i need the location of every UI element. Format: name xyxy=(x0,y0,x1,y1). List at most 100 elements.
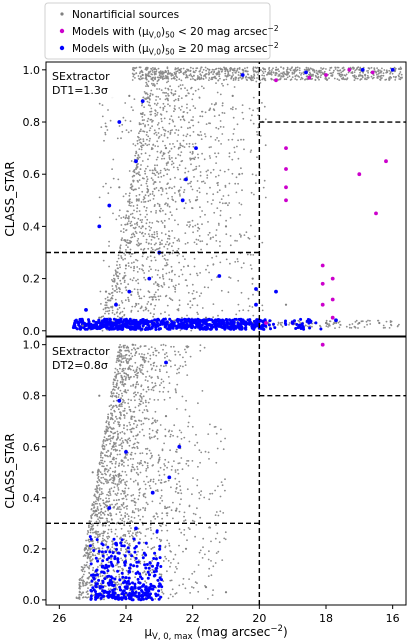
bg-point xyxy=(157,470,160,473)
axes-frame xyxy=(45,61,407,337)
band-point xyxy=(148,320,152,324)
bg-point xyxy=(127,296,129,299)
bg-point xyxy=(117,498,120,501)
bg-point xyxy=(177,168,180,171)
data-point xyxy=(308,68,311,71)
bg-point xyxy=(156,114,158,116)
bg-point xyxy=(199,115,202,118)
bg-point xyxy=(181,160,184,162)
bg-point xyxy=(217,127,220,130)
bg-point xyxy=(111,481,113,484)
bg-point xyxy=(108,490,111,493)
bg-point xyxy=(145,92,148,94)
bg-point xyxy=(155,298,158,301)
bg-point xyxy=(214,139,217,141)
bg-point xyxy=(130,451,133,454)
bg-point xyxy=(133,217,136,220)
bg-point xyxy=(99,557,102,560)
bg-point xyxy=(146,85,149,87)
band-point xyxy=(264,324,268,328)
bg-point xyxy=(204,66,207,69)
data-point xyxy=(147,276,152,281)
bg-point xyxy=(208,108,211,111)
bg-point xyxy=(199,174,202,177)
bg-point xyxy=(121,431,124,433)
bg-point xyxy=(112,542,114,545)
bg-point xyxy=(178,275,181,278)
bg-point xyxy=(128,406,131,408)
bg-point xyxy=(99,521,101,524)
bg-point xyxy=(247,297,250,300)
bg-point xyxy=(105,310,107,313)
bg-point xyxy=(134,406,137,409)
bg-point xyxy=(154,249,157,252)
bg-point xyxy=(148,484,151,487)
bg-point xyxy=(144,488,147,490)
bg-point xyxy=(119,418,122,420)
bg-point xyxy=(118,209,121,212)
bg-point xyxy=(146,66,149,69)
bg-point xyxy=(186,89,189,92)
bg-point xyxy=(160,71,163,74)
bg-point xyxy=(88,596,90,598)
bg-point xyxy=(304,78,307,81)
bg-point xyxy=(100,461,103,464)
bg-point xyxy=(102,539,104,542)
top-panel: 0.00.20.40.60.81.0CLASS_STARSExtractorDT… xyxy=(3,61,407,340)
bg-point xyxy=(112,280,115,283)
bg-point xyxy=(190,180,193,183)
bg-point xyxy=(118,125,121,127)
bg-point xyxy=(150,547,153,550)
bg-point xyxy=(154,72,156,75)
bg-point xyxy=(109,442,111,445)
bg-point xyxy=(210,203,213,205)
bg-point xyxy=(161,239,163,242)
bg-point xyxy=(93,501,95,503)
band-point xyxy=(180,322,184,326)
bg-point xyxy=(156,248,159,250)
bg-point xyxy=(298,72,301,74)
bg-point xyxy=(205,268,207,271)
bg-point xyxy=(227,204,229,207)
band-point xyxy=(127,326,131,329)
bg-point xyxy=(124,299,127,302)
bg-point xyxy=(363,326,366,328)
bg-point xyxy=(357,327,359,329)
bg-point xyxy=(156,202,159,205)
bg-point xyxy=(173,71,176,74)
bg-point xyxy=(257,114,259,117)
bg-point xyxy=(376,75,379,78)
bg-point xyxy=(158,285,160,288)
bg-point xyxy=(124,471,127,473)
bg-point xyxy=(148,129,151,132)
bg-point xyxy=(233,67,236,70)
bg-point xyxy=(219,201,221,204)
bg-point xyxy=(198,76,201,79)
bg-point xyxy=(85,544,87,546)
bg-point xyxy=(332,323,335,325)
bg-point xyxy=(187,291,190,294)
bg-point xyxy=(105,438,108,440)
bg-point xyxy=(195,272,198,275)
bg-point xyxy=(133,174,136,177)
bg-point xyxy=(123,427,125,430)
bg-point xyxy=(102,447,104,450)
bg-point xyxy=(246,70,248,73)
bg-point xyxy=(101,104,104,106)
bg-point xyxy=(142,395,145,398)
bg-point xyxy=(219,214,222,217)
bg-point xyxy=(151,429,154,432)
bg-point xyxy=(118,264,121,266)
bg-point xyxy=(202,78,205,80)
bg-point xyxy=(392,75,395,78)
bg-point xyxy=(224,70,227,73)
bg-point xyxy=(122,378,125,381)
bg-point xyxy=(220,440,222,443)
bg-point xyxy=(104,125,107,128)
bg-point xyxy=(162,275,164,278)
bg-point xyxy=(283,78,286,81)
bg-point xyxy=(153,233,156,236)
bg-point xyxy=(244,67,246,70)
bg-point xyxy=(240,234,242,237)
bg-point xyxy=(160,382,163,384)
